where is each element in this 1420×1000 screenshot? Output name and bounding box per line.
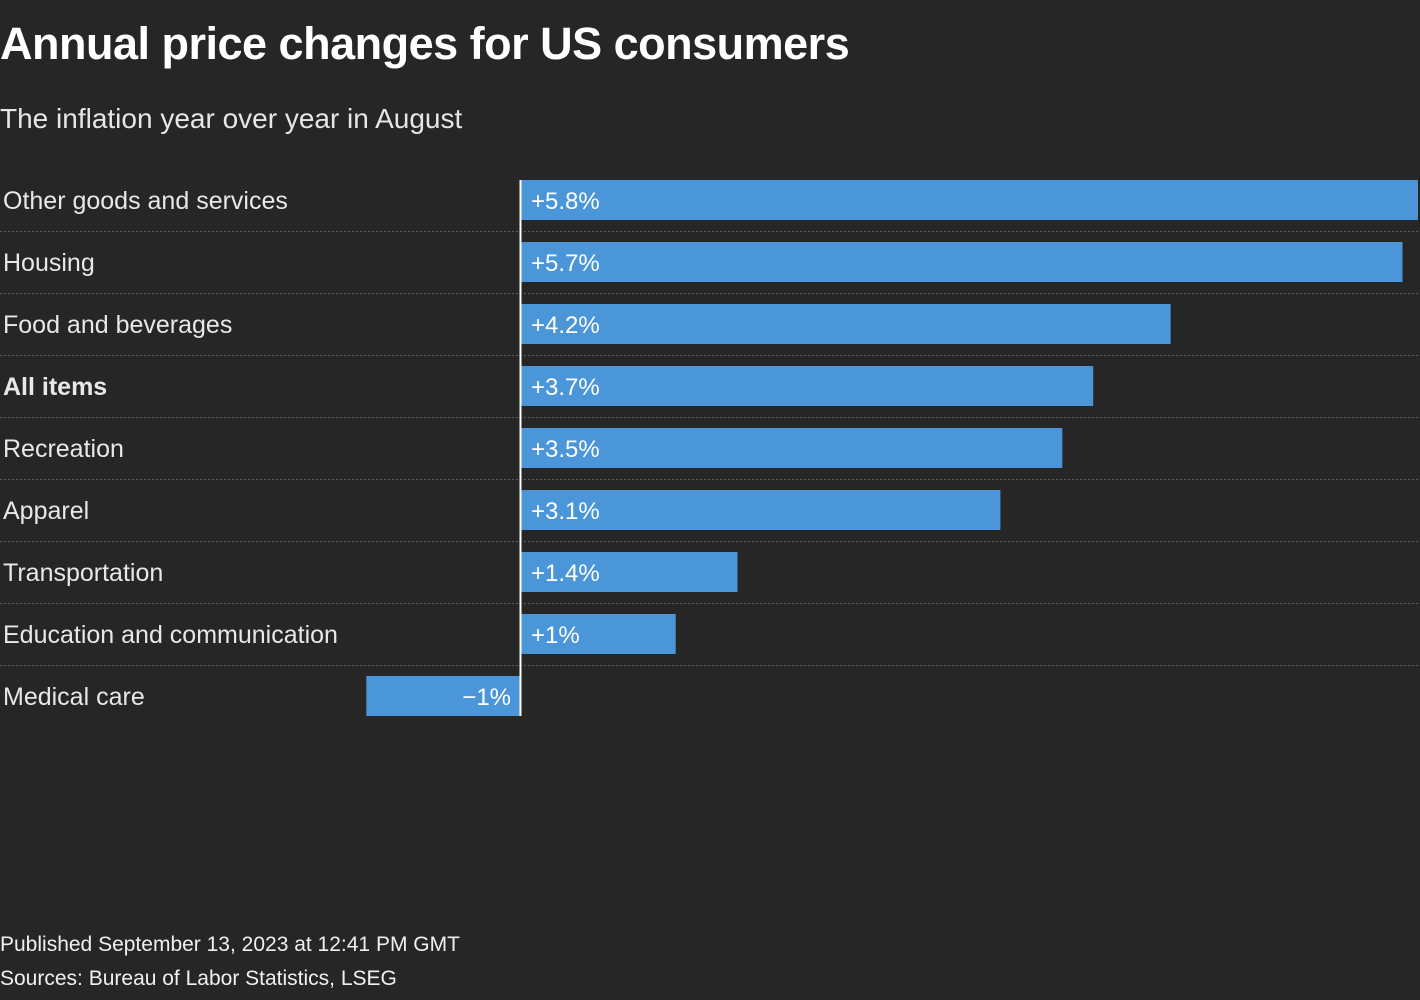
- category-label: Housing: [3, 249, 95, 277]
- chart-subtitle: The inflation year over year in August: [0, 103, 463, 134]
- bar: [521, 180, 1418, 220]
- data-label: +1.4%: [531, 560, 600, 587]
- published-date: Published September 13, 2023 at 12:41 PM…: [0, 933, 460, 956]
- category-label: Education and communication: [3, 621, 338, 649]
- data-label: −1%: [462, 684, 511, 711]
- category-label: Transportation: [3, 559, 163, 587]
- bar: [521, 552, 738, 592]
- bar: [521, 242, 1403, 282]
- data-label: +5.7%: [531, 250, 600, 277]
- category-label: Other goods and services: [3, 187, 288, 215]
- chart-title: Annual price changes for US consumers: [0, 18, 850, 69]
- data-label: +1%: [531, 622, 580, 649]
- category-label: Recreation: [3, 435, 124, 463]
- bar: [521, 614, 676, 654]
- sources-note: Sources: Bureau of Labor Statistics, LSE…: [0, 967, 397, 990]
- data-label: +4.2%: [531, 312, 600, 339]
- data-label: +3.7%: [531, 374, 600, 401]
- bar-chart: Other goods and services +5.8% Housing +5.7…: [0, 180, 1420, 716]
- category-label: Medical care: [3, 683, 145, 711]
- category-label: Apparel: [3, 497, 89, 525]
- category-label: Food and beverages: [3, 311, 232, 339]
- bar: [521, 304, 1171, 344]
- bar: [521, 490, 1001, 530]
- data-label: +3.5%: [531, 436, 600, 463]
- bar: [521, 428, 1063, 468]
- bar: [521, 366, 1094, 406]
- data-label: +3.1%: [531, 498, 600, 525]
- data-label: +5.8%: [531, 188, 600, 215]
- bar: [366, 676, 521, 716]
- category-label: All items: [3, 373, 107, 401]
